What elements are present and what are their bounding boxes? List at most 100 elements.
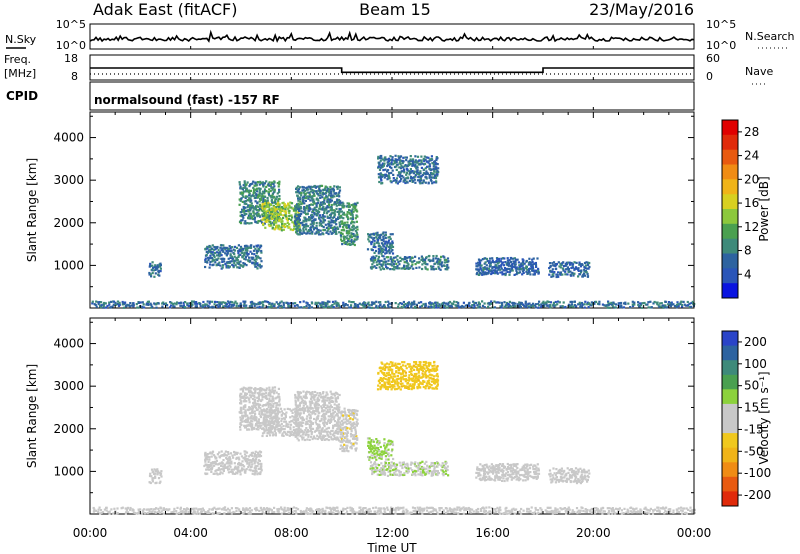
echo-cell [311, 189, 314, 192]
echo-cell [330, 305, 333, 309]
echo-cell [356, 409, 359, 413]
echo-cell [322, 233, 325, 236]
echo-cell [280, 426, 283, 429]
echo-cell [229, 470, 233, 473]
echo-cell [283, 203, 286, 206]
echo-cell [516, 258, 519, 261]
echo-cell [299, 401, 302, 404]
echo-cell [288, 408, 291, 411]
echo-cell [296, 428, 299, 431]
echo-cell [296, 409, 299, 412]
echo-cell [375, 446, 378, 449]
echo-cell [91, 300, 94, 303]
echo-cell [610, 301, 613, 304]
echo-cell [394, 158, 397, 161]
echo-cell [371, 249, 374, 252]
echo-cell [373, 444, 376, 447]
echo-cell [206, 256, 210, 259]
echo-cell [609, 303, 612, 306]
echo-cell [353, 240, 356, 243]
echo-cell [323, 416, 327, 419]
echo-cell [326, 189, 329, 192]
echo-cell [319, 189, 322, 192]
echo-cell [157, 271, 160, 274]
echo-cell [571, 263, 575, 266]
echo-cell [385, 251, 388, 254]
echo-cell [629, 306, 632, 309]
echo-cell [435, 473, 438, 476]
echo-cell [387, 305, 390, 308]
echo-cell [264, 226, 267, 229]
echo-cell [415, 170, 418, 173]
echo-cell [416, 261, 419, 264]
echo-cell [291, 420, 294, 423]
echo-cell [512, 304, 515, 307]
echo-cell [256, 402, 259, 405]
echo-cell [376, 450, 379, 453]
echo-cell [265, 216, 268, 219]
echo-cell [320, 305, 323, 308]
echo-cell [444, 302, 447, 305]
echo-cell [342, 428, 345, 431]
echo-cell [351, 418, 354, 421]
echo-cell [350, 238, 353, 242]
echo-cell [411, 158, 415, 161]
echo-cell [394, 463, 397, 466]
echo-cell [336, 185, 339, 188]
echo-cell [187, 304, 191, 308]
echo-cell [323, 228, 326, 232]
echo-cell [336, 427, 339, 430]
echo-cell [354, 430, 357, 433]
echo-cell [147, 303, 150, 306]
echo-cell [483, 302, 486, 305]
echo-cell [478, 260, 481, 263]
echo-cell [430, 464, 433, 467]
echo-cell [444, 472, 448, 475]
echo-cell [326, 393, 329, 396]
echo-cell [618, 306, 621, 309]
echo-cell [286, 218, 289, 221]
echo-cell [322, 226, 325, 229]
echo-cell [289, 305, 292, 308]
echo-cell [230, 255, 233, 258]
echo-cell [311, 391, 314, 394]
echo-cell [338, 211, 341, 214]
echo-cell [495, 264, 498, 267]
echo-cell [227, 257, 230, 260]
echo-cell [314, 390, 317, 394]
echo-cell [268, 427, 271, 430]
echo-cell [400, 473, 404, 476]
echo-cell [308, 196, 311, 199]
echo-cell [430, 266, 433, 269]
echo-cell [369, 467, 372, 470]
echo-cell [286, 433, 289, 436]
echo-cell [338, 406, 341, 409]
echo-cell [316, 397, 319, 400]
echo-cell [233, 450, 236, 454]
echo-cell [91, 302, 94, 305]
echo-cell [527, 269, 531, 272]
echo-cell [393, 162, 396, 165]
echo-cell [631, 303, 634, 306]
echo-cell [221, 454, 224, 457]
echo-cell [500, 306, 503, 309]
echo-cell [272, 223, 275, 226]
echo-cell [248, 192, 251, 195]
echo-cell [321, 214, 324, 217]
echo-cell [288, 204, 291, 207]
echo-cell [552, 275, 555, 278]
echo-cell [298, 233, 301, 236]
echo-cell [372, 440, 375, 443]
echo-cell [488, 260, 491, 263]
echo-cell [437, 265, 440, 268]
echo-cell [294, 399, 297, 402]
echo-cell [347, 411, 350, 414]
echo-cell [230, 260, 233, 263]
echo-cell [276, 208, 279, 211]
echo-cell [343, 450, 346, 453]
echo-cell [352, 442, 355, 445]
echo-cell [245, 387, 248, 391]
echo-cell [261, 427, 264, 430]
echo-cell [232, 456, 235, 459]
noise-sky-trace [89, 29, 695, 43]
